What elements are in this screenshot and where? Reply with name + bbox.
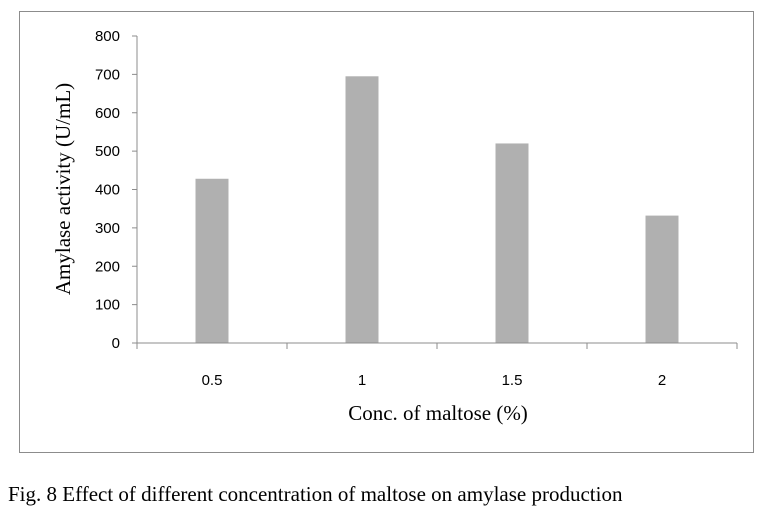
bar-1 — [345, 76, 379, 343]
x-tick-label: 1 — [358, 372, 366, 389]
y-tick-label: 200 — [95, 258, 120, 275]
chart-frame — [19, 11, 754, 453]
x-tick-label: 0.5 — [202, 372, 223, 389]
bar-2 — [645, 215, 679, 343]
y-tick-label: 800 — [95, 28, 120, 45]
bars-layer — [195, 76, 679, 343]
x-axis-title: Conc. of maltose (%) — [348, 401, 528, 425]
y-tick-label: 700 — [95, 66, 120, 83]
y-tick-label: 600 — [95, 105, 120, 122]
y-axis-title: Amylase activity (U/mL) — [51, 83, 75, 295]
axes-layer — [132, 35, 738, 349]
y-tick-label: 400 — [95, 182, 120, 199]
labels-layer: 0 100 200 300 400 500 600 700 800 0.5 1 1.5 2 — [95, 28, 666, 389]
figure-caption: Fig. 8 Effect of different concentration… — [8, 482, 623, 506]
y-tick-label: 500 — [95, 143, 120, 160]
x-tick-label: 1.5 — [502, 372, 523, 389]
x-tick-label: 2 — [658, 372, 666, 389]
y-tick-label: 100 — [95, 297, 120, 314]
bar-1.5 — [495, 143, 529, 343]
y-tick-label: 0 — [112, 335, 120, 352]
bar-0.5 — [195, 178, 229, 343]
y-tick-label: 300 — [95, 220, 120, 237]
